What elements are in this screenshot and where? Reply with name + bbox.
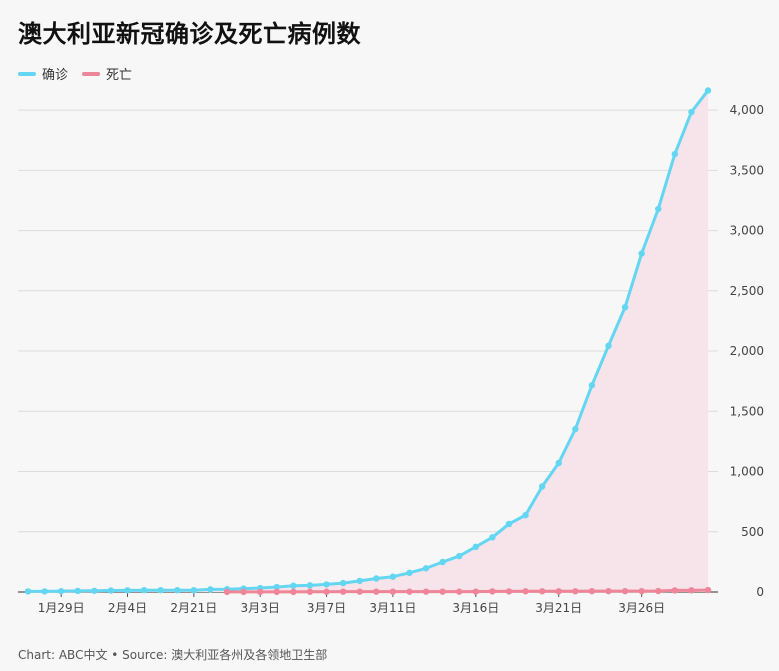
deaths-point <box>621 587 629 595</box>
deaths-point <box>406 588 413 595</box>
confirmed-point <box>57 587 65 595</box>
confirmed-point <box>174 586 181 594</box>
deaths-point <box>555 588 562 595</box>
deaths-point <box>240 588 247 596</box>
x-tick-label: 1月29日 <box>38 601 85 615</box>
deaths-point <box>688 587 695 594</box>
deaths-point <box>356 588 363 595</box>
confirmed-point <box>555 459 562 467</box>
deaths-point <box>273 588 280 596</box>
deaths-point <box>373 588 380 595</box>
legend-item-deaths: 死亡 <box>82 64 132 83</box>
confirmed-point <box>323 581 330 588</box>
deaths-point <box>290 588 297 596</box>
legend-swatch-deaths <box>82 71 101 76</box>
deaths-point <box>655 587 662 595</box>
deaths-point <box>588 587 596 595</box>
confirmed-point <box>140 586 148 594</box>
x-tick-label: 3月26日 <box>618 601 665 615</box>
deaths-point <box>456 588 463 595</box>
confirmed-point <box>356 577 363 585</box>
confirmed-point <box>124 587 131 594</box>
confirmed-point <box>572 425 579 433</box>
confirmed-area <box>28 90 708 593</box>
y-tick-label: 4,000 <box>730 103 764 117</box>
y-tick-label: 1,000 <box>730 465 764 479</box>
confirmed-point <box>273 583 280 591</box>
deaths-point <box>223 588 231 596</box>
chart-title: 澳大利亚新冠确诊及死亡病例数 <box>18 20 361 48</box>
y-tick-label: 2,500 <box>730 284 764 298</box>
confirmed-point <box>588 382 596 389</box>
deaths-point <box>256 588 264 596</box>
x-tick-label: 3月3日 <box>241 601 280 615</box>
confirmed-point <box>91 587 98 594</box>
confirmed-point <box>688 108 695 116</box>
confirmed-point <box>439 558 446 566</box>
confirmed-point <box>456 552 463 560</box>
confirmed-point <box>306 582 314 589</box>
deaths-point <box>439 588 446 595</box>
confirmed-point <box>373 575 380 582</box>
x-tick-label: 3月11日 <box>369 601 416 615</box>
confirmed-point <box>704 87 712 94</box>
deaths-point <box>472 588 480 595</box>
y-tick-label: 3,000 <box>730 224 764 238</box>
deaths-point <box>671 587 679 594</box>
confirmed-point <box>638 250 645 257</box>
x-tick-label: 3月21日 <box>535 601 582 615</box>
legend-item-confirmed: 确诊 <box>18 64 68 83</box>
confirmed-point <box>190 586 198 594</box>
confirmed-point <box>207 586 214 593</box>
deaths-point <box>422 588 430 595</box>
confirmed-point <box>422 565 430 572</box>
deaths-point <box>505 588 513 595</box>
x-tick-label: 2月21日 <box>170 601 217 615</box>
legend-swatch-confirmed <box>18 71 36 76</box>
confirmed-point <box>489 534 496 541</box>
confirmed-point <box>406 569 413 577</box>
y-tick-label: 500 <box>741 525 764 539</box>
deaths-point <box>323 588 330 595</box>
confirmed-point <box>505 520 513 528</box>
y-tick-label: 3,500 <box>730 163 764 177</box>
deaths-line <box>225 588 710 594</box>
deaths-point <box>389 588 397 595</box>
deaths-point <box>638 587 645 595</box>
x-tick-label: 3月16日 <box>452 601 499 615</box>
confirmed-point <box>157 586 164 594</box>
deaths-point <box>489 588 496 595</box>
confirmed-point <box>389 573 397 580</box>
chart-footer: Chart: ABC中文 • Source: 澳大利亚各州及各领地卫生部 <box>18 648 328 662</box>
confirmed-point <box>605 342 612 349</box>
confirmed-point <box>671 150 679 158</box>
confirmed-point <box>472 543 480 551</box>
y-tick-label: 2,000 <box>730 344 764 358</box>
deaths-point <box>572 588 579 595</box>
confirmed-point <box>339 579 347 587</box>
confirmed-point <box>107 587 115 594</box>
x-tick-label: 2月4日 <box>108 601 147 615</box>
confirmed-point <box>538 483 546 490</box>
legend-label-deaths: 死亡 <box>106 68 133 83</box>
confirmed-point <box>24 588 32 595</box>
x-tick-label: 3月7日 <box>307 601 346 615</box>
deaths-point <box>306 588 314 595</box>
legend-label-confirmed: 确诊 <box>42 68 69 83</box>
deaths-point <box>522 588 529 595</box>
deaths-point <box>339 588 347 595</box>
chart-legend: 确诊 死亡 <box>18 64 146 83</box>
deaths-point <box>538 588 546 595</box>
confirmed-point <box>74 587 81 595</box>
confirmed-point <box>290 582 297 589</box>
confirmed-point <box>621 303 629 311</box>
y-tick-label: 1,500 <box>730 404 764 418</box>
deaths-point <box>605 587 612 595</box>
confirmed-point <box>522 511 529 519</box>
deaths-point <box>704 586 712 594</box>
confirmed-point <box>655 205 662 213</box>
confirmed-point <box>41 588 48 595</box>
y-tick-label: 0 <box>756 585 764 599</box>
